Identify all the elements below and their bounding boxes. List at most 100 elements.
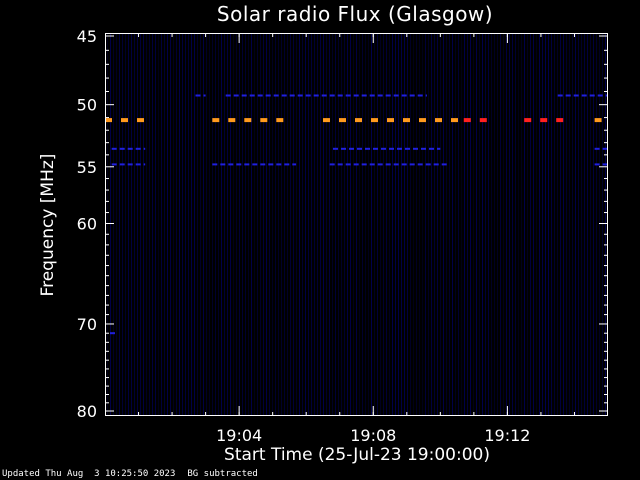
band-mark-blue (377, 94, 383, 97)
band-mark-blue (241, 94, 247, 97)
band-mark-orange (355, 118, 362, 123)
band-mark-blue (127, 147, 133, 150)
band-mark-blue (557, 94, 563, 97)
band-mark-blue (385, 163, 391, 166)
band-mark-blue (249, 94, 255, 97)
noise-column (443, 34, 444, 415)
band-mark-blue (195, 94, 201, 97)
noise-column (236, 34, 237, 415)
y-tick-label: 70 (77, 315, 97, 334)
band-mark-orange (121, 118, 128, 123)
band-mark-red (463, 118, 471, 123)
noise-column (227, 34, 228, 415)
band-mark-blue (345, 94, 351, 97)
noise-column (305, 34, 306, 415)
noise-column (194, 34, 195, 415)
noise-column (437, 34, 438, 415)
band-mark-orange (419, 118, 426, 123)
noise-column (572, 34, 573, 415)
noise-column (509, 34, 510, 415)
noise-column (161, 34, 162, 415)
band-mark-blue (228, 163, 234, 166)
band-mark-red (524, 118, 532, 123)
band-mark-blue (353, 163, 359, 166)
band-mark-blue (409, 94, 415, 97)
band-mark-blue (373, 147, 378, 150)
band-mark-blue (425, 94, 427, 97)
noise-column (491, 34, 492, 415)
noise-column (296, 34, 297, 415)
band-mark-orange (228, 118, 236, 123)
noise-column (218, 34, 219, 415)
noise-column (314, 34, 315, 415)
band-mark-blue (385, 94, 391, 97)
noise-column (125, 34, 126, 415)
x-tick-label: 19:04 (216, 426, 262, 445)
band-mark-blue (110, 332, 115, 335)
noise-column (215, 34, 216, 415)
band-mark-blue (345, 163, 351, 166)
band-mark-blue (252, 163, 258, 166)
noise-column (230, 34, 231, 415)
noise-column (206, 34, 207, 415)
noise-column (182, 34, 183, 415)
noise-column (500, 34, 501, 415)
band-mark-blue (605, 94, 608, 97)
footer: Updated Thu Aug 3 10:25:50 2023 BG subtra… (2, 469, 270, 479)
noise-column (149, 34, 150, 415)
noise-column (560, 34, 561, 415)
noise-column (533, 34, 534, 415)
band-mark-blue (333, 147, 338, 150)
noise-column (539, 34, 540, 415)
noise-column (365, 34, 366, 415)
band-mark-blue (119, 163, 125, 166)
noise-column (578, 34, 579, 415)
noise-column (398, 34, 399, 415)
noise-column (428, 34, 429, 415)
noise-column (440, 34, 441, 415)
noise-column (146, 34, 147, 415)
noise-column (431, 34, 432, 415)
y-tick-label: 60 (77, 215, 97, 234)
band-mark-blue (135, 163, 141, 166)
band-mark-blue (337, 163, 343, 166)
band-mark-blue (257, 94, 263, 97)
band-mark-red (540, 118, 548, 123)
noise-column (167, 34, 168, 415)
noise-column (164, 34, 165, 415)
noise-column (383, 34, 384, 415)
band-mark-blue (369, 163, 375, 166)
band-mark-blue (225, 94, 231, 97)
band-mark-blue (425, 163, 431, 166)
band-mark-blue (119, 147, 125, 150)
noise-column (599, 34, 600, 415)
noise-column (179, 34, 180, 415)
band-mark-red (479, 118, 487, 123)
noise-column (323, 34, 324, 415)
band-mark-orange (594, 118, 602, 123)
band-mark-blue (393, 94, 399, 97)
noise-column (317, 34, 318, 415)
band-mark-blue (602, 147, 608, 150)
noise-column (173, 34, 174, 415)
noise-column (245, 34, 246, 415)
y-tick-label: 80 (77, 402, 97, 421)
band-mark-blue (297, 94, 303, 97)
noise-column (422, 34, 423, 415)
band-mark-orange (371, 118, 378, 123)
noise-column (251, 34, 252, 415)
noise-column (575, 34, 576, 415)
band-mark-blue (413, 147, 418, 150)
noise-column (278, 34, 279, 415)
noise-column (605, 34, 606, 415)
band-mark-blue (361, 163, 367, 166)
noise-column (242, 34, 243, 415)
noise-column (452, 34, 453, 415)
noise-column (212, 34, 213, 415)
noise-column (260, 34, 261, 415)
noise-column (191, 34, 192, 415)
band-mark-blue (111, 163, 117, 166)
noise-column (377, 34, 378, 415)
noise-column (569, 34, 570, 415)
